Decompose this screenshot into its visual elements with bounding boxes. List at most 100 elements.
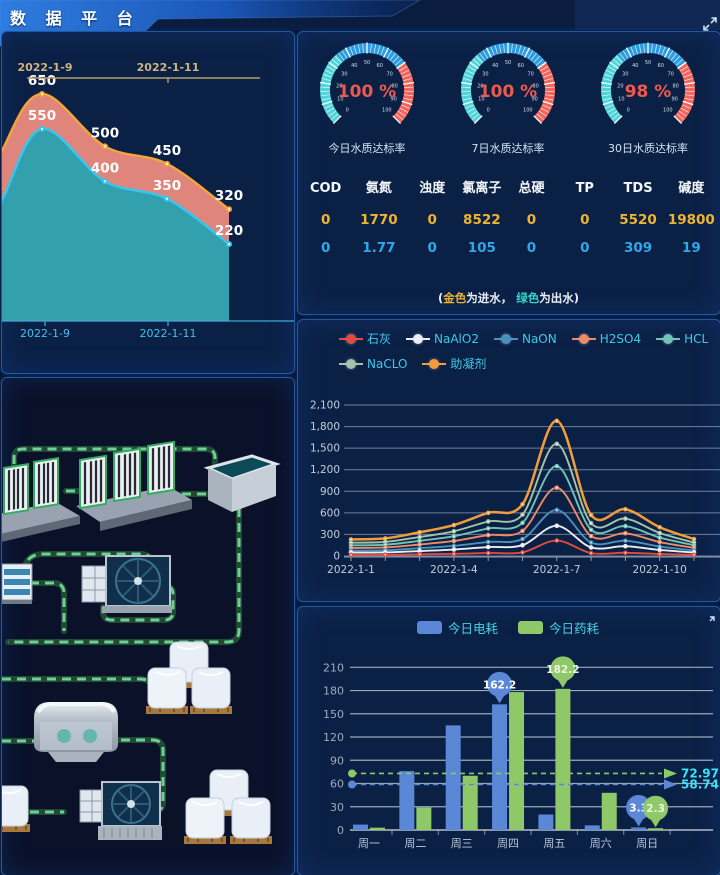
legend-item-electricity[interactable]: 今日电耗 [416, 618, 498, 637]
svg-text:1,500: 1,500 [310, 443, 340, 455]
consumption-panel: 0 30 60 90 120 150 180 210 周一 周二 周三 周四 周五 周六 周日 72.97 58… [297, 606, 720, 875]
svg-text:2022-1-4: 2022-1-4 [430, 564, 478, 576]
svg-text:60: 60 [377, 63, 383, 69]
svg-text:162.2: 162.2 [483, 679, 516, 691]
svg-text:30: 30 [330, 801, 344, 814]
svg-text:900: 900 [320, 486, 340, 498]
table-row-inflow: 0 1770 0 8522 0 0 5520 19800 [320, 211, 715, 228]
svg-text:80: 80 [673, 83, 679, 89]
svg-text:120: 120 [323, 731, 344, 744]
dosing-unit [1, 563, 33, 604]
chemical-bags-2 [184, 769, 272, 844]
svg-text:300: 300 [320, 529, 340, 541]
legend-item-lime[interactable]: 石灰 [339, 330, 391, 347]
svg-text:今日水质达标率: 今日水质达标率 [329, 141, 406, 155]
legend-item-coagulant[interactable]: 助凝剂 [422, 355, 486, 372]
svg-text:350: 350 [153, 178, 181, 194]
storage-vessel [34, 702, 118, 762]
membrane-rack-main [76, 440, 192, 531]
svg-text:10: 10 [337, 96, 343, 102]
svg-text:58.74: 58.74 [681, 777, 719, 791]
svg-text:90: 90 [672, 96, 678, 102]
svg-text:400: 400 [91, 160, 119, 176]
svg-text:320: 320 [215, 188, 243, 204]
legend-item-naon[interactable]: NaON [493, 330, 557, 347]
clarifier-2 [79, 781, 162, 840]
svg-text:60: 60 [330, 778, 344, 791]
col-header: 氯离子 [462, 181, 502, 196]
svg-text:2,100: 2,100 [310, 400, 340, 412]
svg-text:2022-1-7: 2022-1-7 [533, 564, 581, 576]
legend-item-naalo2[interactable]: NaAlO2 [406, 330, 479, 347]
svg-text:周一: 周一 [358, 837, 380, 850]
legend-item-naclo[interactable]: NaCLO [339, 355, 407, 372]
svg-text:40: 40 [492, 63, 498, 69]
svg-text:70: 70 [668, 71, 674, 77]
series-marker [339, 358, 363, 369]
header-right-strip [575, 0, 720, 30]
svg-text:10: 10 [478, 96, 484, 102]
svg-text:60: 60 [517, 63, 523, 69]
svg-text:180: 180 [323, 685, 344, 698]
svg-text:20: 20 [336, 83, 342, 89]
dosing-trend-panel: 0 300 600 900 1,200 1,500 1,800 2,100 2022-1-1 20… [297, 319, 720, 602]
svg-text:182.2: 182.2 [546, 664, 579, 676]
dosing-trend-chart: 0 300 600 900 1,200 1,500 1,800 2,100 2022-1-1 20… [310, 400, 720, 576]
svg-text:3.3: 3.3 [629, 802, 648, 814]
svg-text:周六: 周六 [590, 837, 612, 850]
svg-text:100: 100 [663, 108, 673, 114]
legend-item-chemicals[interactable]: 今日药耗 [518, 618, 599, 637]
expand-icon[interactable] [702, 615, 716, 629]
consumption-legend: 今日电耗 今日药耗 [297, 618, 719, 637]
svg-text:100: 100 [382, 108, 392, 114]
svg-text:周五: 周五 [543, 837, 565, 850]
chemical-bags-3 [0, 785, 30, 832]
pipe-network [0, 446, 242, 815]
col-header: TP [575, 181, 594, 196]
svg-text:30: 30 [482, 71, 488, 77]
svg-text:80: 80 [532, 83, 538, 89]
series-marker [571, 333, 596, 344]
series-marker [493, 333, 518, 344]
svg-text:600: 600 [320, 507, 340, 519]
svg-text:550: 550 [28, 108, 56, 124]
series-swatch [518, 621, 543, 634]
svg-text:2022-1-11: 2022-1-11 [140, 327, 197, 340]
svg-text:72.97: 72.97 [681, 766, 719, 780]
expand-icon[interactable] [702, 16, 718, 32]
svg-text:1,200: 1,200 [310, 464, 340, 476]
gauge-7day: 010 20 30 40 50 60 70 80 90 100 100 % 7日水质达标率 [460, 42, 555, 155]
svg-text:2022-1-10: 2022-1-10 [633, 564, 687, 576]
svg-text:周四: 周四 [497, 837, 519, 850]
col-header: COD [309, 181, 342, 196]
dosing-legend: 石灰 NaAlO2 NaON H2SO4 HCL NaCLO 助凝剂 [299, 330, 720, 372]
series-marker [422, 358, 447, 369]
col-header: 浊度 [419, 181, 446, 196]
membrane-rack-left [0, 457, 80, 543]
series-marker [406, 333, 431, 344]
svg-text:90: 90 [330, 754, 344, 767]
svg-text:100 %: 100 % [338, 82, 396, 102]
svg-text:2022-1-9: 2022-1-9 [20, 327, 70, 340]
legend-item-h2so4[interactable]: H2SO4 [571, 330, 641, 347]
table-legend-note: (金色为进水， 绿色为出水) [437, 291, 580, 305]
svg-text:98 %: 98 % [625, 82, 672, 102]
svg-text:0: 0 [486, 108, 489, 114]
svg-text:0: 0 [627, 108, 630, 114]
col-header: 氨氮 [365, 181, 392, 196]
storage-tank [203, 454, 281, 512]
col-header: 碱度 [678, 181, 705, 196]
plant-3d-diagram [0, 440, 281, 844]
svg-text:10: 10 [619, 96, 625, 102]
plant-3d-panel [0, 377, 295, 875]
water-quality-table: COD 氨氮 浊度 氯离子 总硬 TP TDS 碱度 0 1770 0 8522… [299, 176, 718, 262]
svg-text:50: 50 [364, 60, 370, 66]
legend-item-hcl[interactable]: HCL [656, 330, 708, 347]
svg-text:100 %: 100 % [478, 82, 536, 102]
consumption-chart: 0 30 60 90 120 150 180 210 周一 周二 周三 周四 周五 周六 周日 72.9758… [323, 656, 719, 850]
chemical-bags-1 [146, 641, 232, 714]
svg-text:20: 20 [618, 83, 624, 89]
svg-text:1,800: 1,800 [310, 421, 340, 433]
svg-text:90: 90 [390, 96, 396, 102]
